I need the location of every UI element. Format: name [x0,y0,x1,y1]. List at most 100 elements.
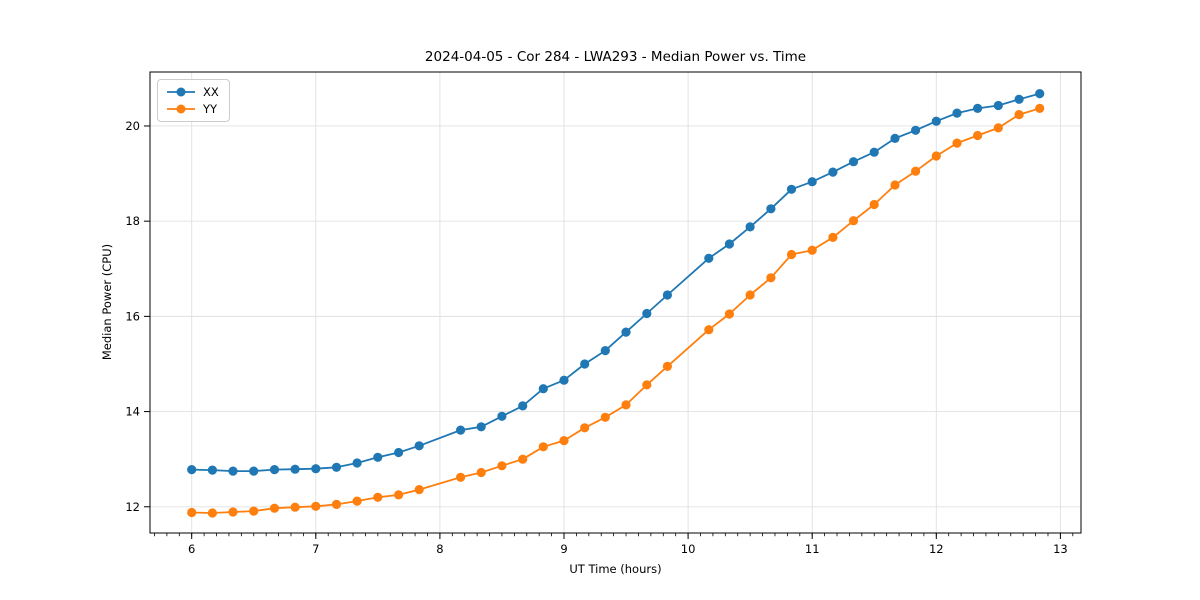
data-point-xx [269,465,280,475]
data-point-xx [518,401,528,411]
data-point-xx [724,239,735,249]
chart-title: 2024-04-05 - Cor 284 - LWA293 - Median P… [424,49,807,65]
data-point-xx [911,125,921,135]
data-point-yy [269,503,280,513]
data-point-xx [704,253,714,263]
data-point-xx [1014,94,1024,104]
data-point-yy [207,508,217,518]
x-tick-label: 7 [312,542,319,556]
data-point-xx [373,452,383,462]
data-point-xx [807,177,817,187]
y-tick-label: 16 [125,309,140,323]
data-point-yy [228,507,238,517]
data-point-yy [497,461,507,471]
data-point-xx [207,465,217,475]
legend-row-xx: XX [166,85,219,99]
data-point-xx [848,157,859,167]
legend-line-marker-icon [167,87,195,97]
data-point-yy [249,506,259,516]
data-point-xx [394,447,404,458]
data-point-xx [352,458,362,468]
data-point-yy [476,467,486,478]
data-point-xx [311,464,321,474]
data-point-yy [394,490,404,500]
data-point-yy [580,423,590,433]
data-point-yy [538,442,548,452]
data-point-xx [766,204,776,214]
data-point-yy [1014,110,1024,120]
x-tick-label: 11 [805,542,820,556]
data-point-xx [952,108,962,118]
x-tick-label: 13 [1053,542,1068,556]
series-line-yy [191,107,1040,514]
data-point-yy [704,325,714,335]
data-point-yy [952,138,962,148]
data-point-xx [642,308,652,319]
y-tick-label: 18 [125,214,140,228]
data-point-yy [724,309,735,319]
data-point-xx [249,466,259,476]
data-point-xx [187,465,197,475]
data-point-yy [414,485,424,495]
legend-line-marker-icon [167,104,195,114]
data-point-yy [518,454,528,464]
legend-marker-yy [176,104,186,114]
data-point-yy [869,199,879,210]
data-point-yy [973,130,983,141]
data-point-yy [766,273,776,283]
data-point-yy [456,472,466,482]
data-point-xx [580,359,590,369]
data-point-yy [352,496,362,506]
data-point-yy [745,290,755,300]
data-point-yy [807,245,817,255]
data-point-yy [993,123,1003,133]
data-point-xx [869,147,879,157]
x-tick-label: 8 [436,542,443,556]
data-point-yy [931,151,941,161]
data-point-yy [662,361,673,371]
x-tick-label: 9 [560,542,567,556]
data-point-yy [600,412,610,422]
x-tick-label: 10 [681,542,696,556]
data-point-xx [476,422,486,432]
data-point-yy [890,180,900,190]
data-point-xx [497,411,507,421]
data-point-xx [931,116,941,126]
y-tick-label: 20 [125,119,140,133]
y-tick-label: 14 [125,405,140,419]
x-axis-label: UT Time (hours) [569,562,662,576]
data-point-yy [373,492,383,502]
data-point-xx [290,464,300,474]
legend-row-yy: YY [166,102,219,116]
legend-label-xx: XX [203,85,219,99]
x-tick-label: 12 [929,542,944,556]
data-point-xx [786,184,797,194]
data-point-xx [414,441,424,451]
data-point-yy [828,232,838,242]
data-point-yy [311,501,321,511]
data-point-yy [848,216,859,226]
data-point-xx [621,327,631,337]
data-point-yy [911,166,921,176]
data-point-yy [642,380,652,390]
data-point-xx [745,222,755,232]
x-tick-label: 6 [188,542,195,556]
data-point-xx [828,167,838,177]
data-point-xx [973,103,983,113]
data-point-xx [600,346,610,356]
data-point-xx [538,384,548,394]
y-axis-label: Median Power (CPU) [100,243,114,361]
data-point-xx [228,466,238,476]
data-point-xx [662,290,673,300]
plot-border [149,71,1082,534]
data-point-yy [786,249,797,260]
legend-label-yy: YY [203,102,218,116]
data-point-yy [1035,103,1045,113]
data-point-xx [559,375,569,385]
data-point-xx [993,100,1003,111]
data-point-yy [290,502,300,512]
data-point-yy [559,436,569,446]
legend: XX YY [157,79,230,122]
